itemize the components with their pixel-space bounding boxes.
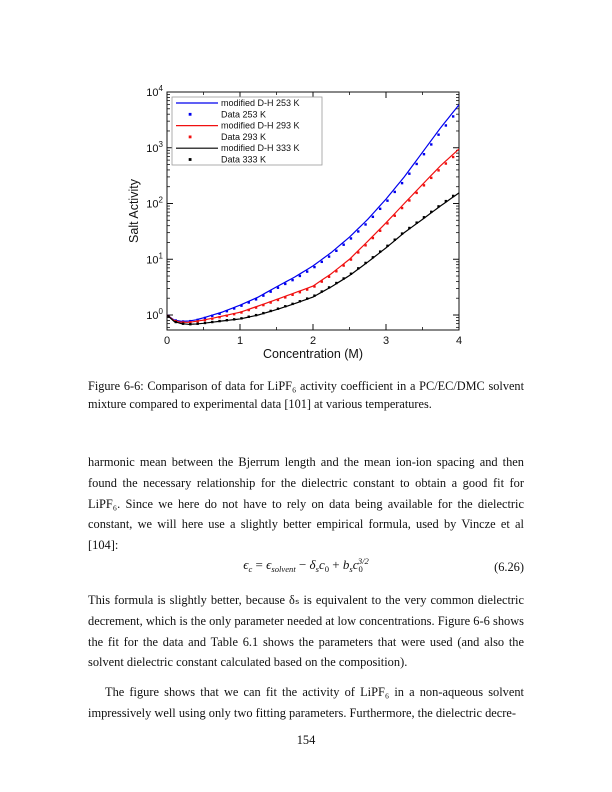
- equation-part: +: [329, 557, 343, 572]
- series-modified-d-h-293-k: [166, 148, 460, 323]
- paragraph-3: The figure shows that we can fit the act…: [88, 685, 524, 720]
- equation-part: s: [315, 564, 319, 574]
- svg-text:104: 104: [146, 84, 163, 99]
- equation-part: c: [248, 564, 253, 574]
- equation-part: solvent: [271, 564, 296, 574]
- paragraph-2: This formula is slightly better, because…: [88, 593, 524, 670]
- equation-part: 3/2: [357, 556, 369, 566]
- series-modified-d-h-333-k: [166, 192, 460, 325]
- svg-text:4: 4: [456, 335, 462, 347]
- equation-part: 0: [358, 564, 363, 574]
- equation-part: c: [318, 557, 325, 572]
- legend-label: Data 333 K: [221, 155, 266, 165]
- equation-body: ϵc = ϵsolvent − δsc0 + bsc03/2: [243, 556, 369, 574]
- svg-text:0: 0: [164, 335, 170, 347]
- legend-label: Data 293 K: [221, 132, 266, 142]
- equation-part: c: [352, 557, 359, 572]
- svg-text:102: 102: [146, 196, 163, 211]
- equation-6-26: ϵc = ϵsolvent − δsc0 + bsc03/2 (6.26): [88, 556, 524, 582]
- legend-label: Data 253 K: [221, 109, 266, 119]
- equation-part: s: [349, 564, 353, 574]
- legend-label: modified D-H 293 K: [221, 121, 300, 131]
- equation-part: b: [342, 557, 350, 572]
- legend-label: modified D-H 333 K: [221, 143, 300, 153]
- equation-part: δ: [309, 557, 316, 572]
- svg-text:2: 2: [310, 335, 316, 347]
- figure-6-6: 0 1 2 3 4 100 101 102 103 104 Concentration (M) Sal…: [125, 84, 471, 370]
- chart-axes: 0 1 2 3 4 100 101 102 103 104 Concentration (M) Sal…: [127, 84, 462, 361]
- y-axis-label: Salt Activity: [127, 178, 141, 243]
- page-number: 154: [296, 733, 316, 747]
- svg-text:101: 101: [146, 251, 163, 266]
- legend-label: modified D-H 253 K: [221, 98, 300, 108]
- svg-text:1: 1: [237, 335, 243, 347]
- svg-text:103: 103: [146, 140, 163, 155]
- equation-part: ϵ: [243, 557, 249, 572]
- equation-part: ϵ: [266, 557, 272, 572]
- figure-caption: Figure 6-6: Comparison of data for LiPF₆…: [88, 379, 524, 412]
- activity-chart: 0 1 2 3 4 100 101 102 103 104 Concentration (M) Sal…: [127, 84, 462, 361]
- equation-number: (6.26): [494, 560, 524, 574]
- x-axis-label: Concentration (M): [263, 347, 363, 361]
- series-data-293-k: [167, 155, 455, 324]
- equation-part: −: [295, 557, 310, 572]
- equation-part: 0: [324, 564, 330, 574]
- svg-text:3: 3: [383, 335, 389, 347]
- svg-text:100: 100: [146, 307, 163, 322]
- equation-part: =: [252, 557, 267, 572]
- paragraph-1: harmonic mean between the Bjerrum length…: [88, 455, 524, 553]
- series-data-333-k: [167, 194, 455, 326]
